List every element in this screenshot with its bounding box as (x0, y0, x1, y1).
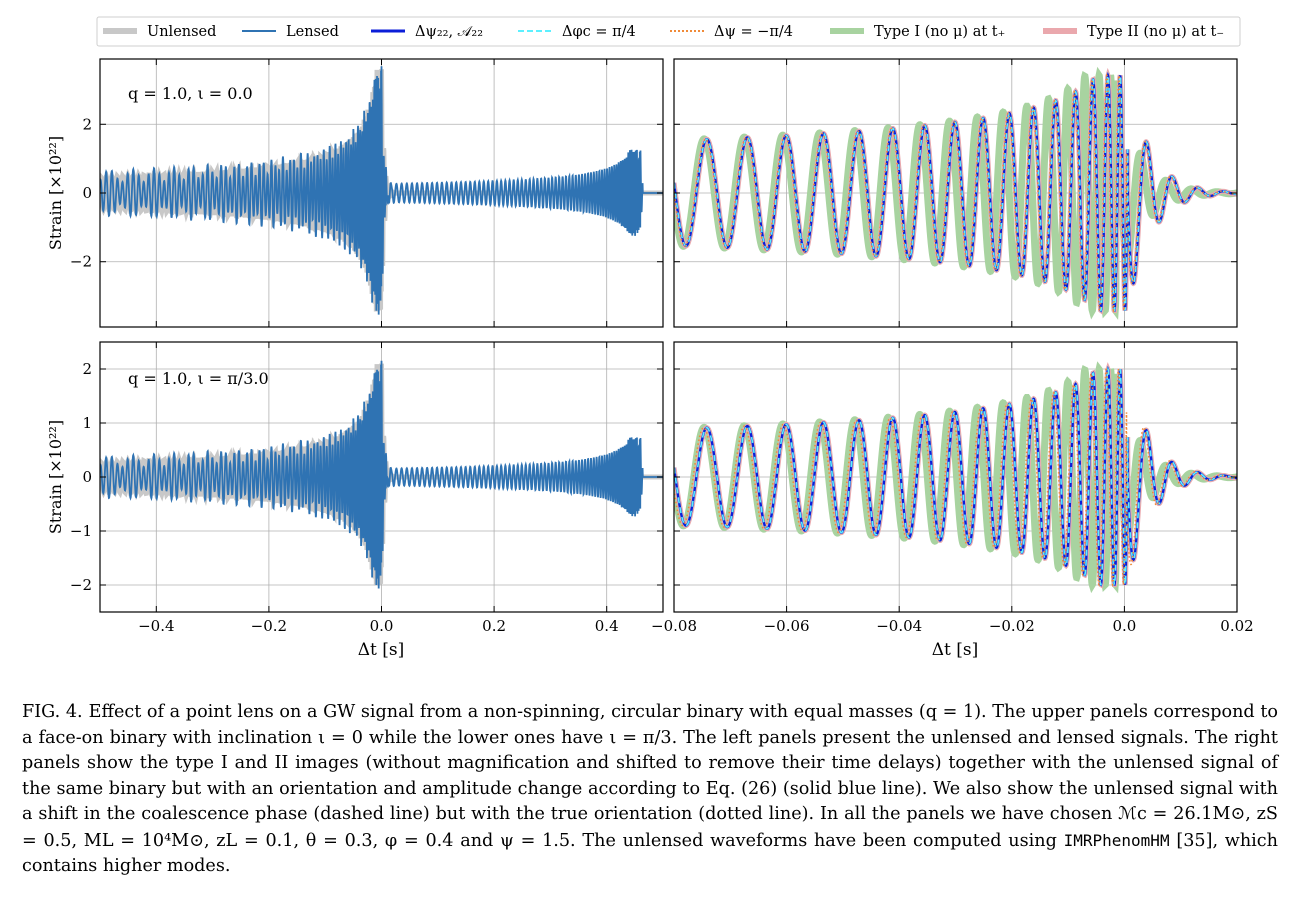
bottom-left-annotation: q = 1.0, ι = π/3.0 (128, 369, 269, 388)
x-tick-label: 0.4 (595, 617, 619, 635)
bottom-y-axis-label: Strain [×10²²] (46, 420, 65, 534)
legend-label: Δψ₂₂, 𝒜₂₂ (415, 24, 483, 40)
y-tick-label: 2 (82, 360, 92, 378)
legend-label: Lensed (286, 24, 339, 40)
legend-entry: Unlensed (103, 24, 216, 40)
legend-entry: Δψ₂₂, 𝒜₂₂ (371, 24, 483, 40)
x-tick-label: 0.02 (1220, 617, 1253, 635)
panel-bottom-left: −0.4 −0.2 0.0 0.2 0.4 −2 −1 0 1 2 (70, 341, 664, 635)
legend-entry: Δψ = −π/4 (670, 24, 793, 40)
true-orientation-curve (674, 368, 1237, 587)
true-orientation-curve (674, 73, 1237, 313)
x-tick-label: −0.06 (764, 617, 810, 635)
legend: Unlensed Lensed Δψ₂₂, 𝒜₂₂ Δφc = π/4 Δψ = −π/… (96, 16, 1241, 47)
legend-box (96, 16, 1241, 47)
legend-label: Δψ = −π/4 (714, 24, 793, 40)
caption-text: Effect of a point lens on a GW signal fr… (22, 702, 1278, 851)
legend-entry: Type I (no μ) at t₊ (830, 24, 1005, 40)
curves (674, 361, 1237, 594)
y-tick-label: −2 (70, 576, 92, 594)
y-tick-label: 2 (82, 115, 92, 133)
y-tick-label: 1 (82, 414, 92, 432)
caption-label: FIG. 4. (22, 702, 83, 722)
y-tick-label: 0 (82, 468, 92, 486)
caption-code: IMRPhenomHM (1063, 830, 1170, 850)
lensed-curve (100, 66, 663, 315)
x-tick-label: 0.0 (1112, 617, 1136, 635)
legend-label: Unlensed (147, 24, 216, 40)
x-tick-label: 0.0 (370, 617, 394, 635)
curves (100, 360, 663, 589)
top-left-annotation: q = 1.0, ι = 0.0 (128, 84, 253, 103)
panel-top-right (673, 58, 1238, 328)
legend-label: Type I (no μ) at t₊ (874, 24, 1005, 40)
curves (100, 66, 663, 315)
figure-caption: FIG. 4. Effect of a point lens on a GW si… (22, 700, 1278, 880)
legend-label: Type II (no μ) at t₋ (1087, 24, 1224, 40)
top-y-axis-label: Strain [×10²²] (46, 136, 65, 250)
x-tick-label: −0.04 (876, 617, 922, 635)
legend-label: Δφc = π/4 (562, 24, 636, 40)
right-x-axis-label: Δt [s] (932, 640, 979, 660)
figure: Unlensed Lensed Δψ₂₂, 𝒜₂₂ Δφc = π/4 Δψ = −π/… (46, 16, 1254, 660)
curves (674, 66, 1237, 320)
panel-top-left: −2 0 2 (70, 58, 664, 328)
x-tick-label: −0.4 (138, 617, 174, 635)
legend-entry: Δφc = π/4 (518, 24, 636, 40)
y-tick-label: −1 (70, 522, 92, 540)
phase-shifted-curve (674, 366, 1237, 586)
caption-text-end: [35], which contains higher modes. (22, 830, 1278, 877)
x-tick-label: −0.2 (251, 617, 287, 635)
left-x-axis-label: Δt [s] (358, 640, 405, 660)
x-tick-label: −0.08 (651, 617, 697, 635)
x-tick-label: 0.2 (482, 617, 506, 635)
legend-entry: Type II (no μ) at t₋ (1043, 24, 1224, 40)
y-tick-label: −2 (70, 253, 92, 271)
x-tick-label: −0.02 (989, 617, 1035, 635)
phase-shifted-curve (674, 73, 1237, 312)
y-tick-label: 0 (82, 184, 92, 202)
panel-bottom-right: −0.08 −0.06 −0.04 −0.02 0.0 0.02 (651, 341, 1254, 635)
legend-entry: Lensed (242, 24, 339, 40)
lensed-curve (100, 360, 663, 589)
